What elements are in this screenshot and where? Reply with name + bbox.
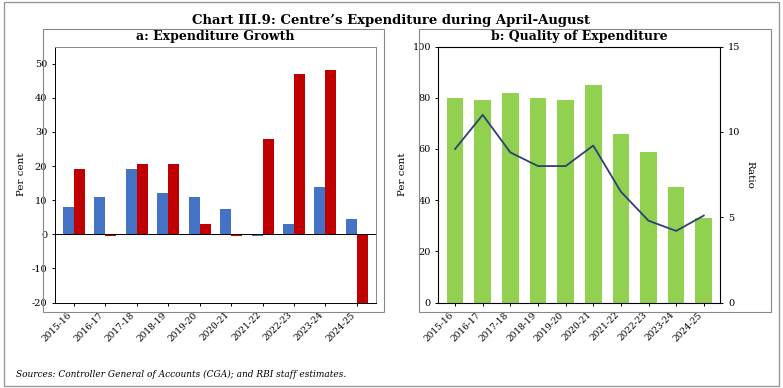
Bar: [557, 100, 574, 303]
Bar: [357, 234, 368, 306]
Bar: [74, 170, 85, 234]
Bar: [125, 170, 137, 234]
Bar: [695, 218, 712, 303]
Bar: [474, 100, 491, 303]
Text: Chart III.9: Centre’s Expenditure during April-August: Chart III.9: Centre’s Expenditure during…: [193, 14, 590, 27]
Bar: [137, 165, 148, 234]
Bar: [94, 197, 105, 234]
Bar: [502, 93, 518, 303]
Bar: [251, 234, 262, 236]
Bar: [447, 98, 464, 303]
Bar: [529, 98, 547, 303]
Title: b: Quality of Expenditure: b: Quality of Expenditure: [491, 29, 668, 43]
Bar: [231, 234, 242, 236]
Bar: [640, 152, 657, 303]
Title: a: Expenditure Growth: a: Expenditure Growth: [136, 29, 294, 43]
Bar: [326, 71, 337, 234]
Bar: [157, 193, 168, 234]
Bar: [283, 224, 294, 234]
Y-axis label: Per cent: Per cent: [398, 153, 407, 196]
Bar: [315, 187, 326, 234]
Bar: [189, 197, 200, 234]
Bar: [168, 165, 179, 234]
Bar: [612, 133, 630, 303]
Bar: [105, 234, 116, 236]
Bar: [585, 85, 601, 303]
Bar: [294, 74, 305, 234]
Bar: [262, 139, 273, 234]
Bar: [63, 207, 74, 234]
Text: Sources: Controller General of Accounts (CGA); and RBI staff estimates.: Sources: Controller General of Accounts …: [16, 370, 346, 379]
Y-axis label: Ratio: Ratio: [745, 161, 754, 189]
Bar: [668, 187, 684, 303]
Bar: [200, 224, 211, 234]
Bar: [220, 209, 231, 234]
Y-axis label: Per cent: Per cent: [17, 153, 26, 196]
Bar: [346, 219, 357, 234]
